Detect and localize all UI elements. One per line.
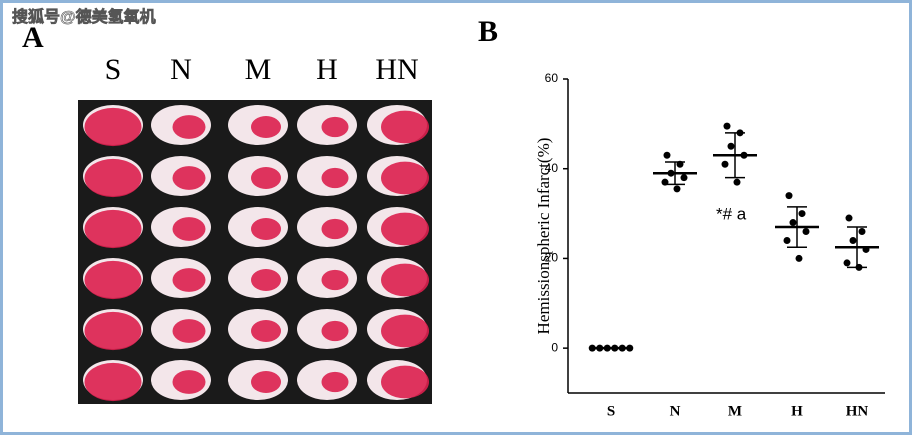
slice-infarct-free [84, 362, 142, 402]
slice-infarct-free [321, 167, 349, 189]
data-point [845, 214, 853, 222]
slice-infarct-free [172, 115, 206, 139]
y-tick-label: 0 [551, 340, 558, 354]
column-label: N [170, 53, 192, 86]
column-label: H [316, 53, 338, 86]
slice-infarct-free [84, 260, 142, 300]
x-tick-label: S [607, 403, 615, 419]
data-point [723, 122, 731, 130]
data-point [795, 254, 803, 262]
slice-infarct-free [172, 370, 206, 394]
slice-infarct-free [381, 314, 429, 348]
brain-slices [83, 105, 429, 402]
data-point [802, 228, 810, 236]
slice-infarct-free [84, 107, 142, 147]
data-point [727, 142, 735, 150]
data-point [733, 178, 741, 186]
slice-infarct-free [251, 320, 281, 342]
column-label: HN [375, 53, 418, 86]
slice-infarct-free [251, 371, 281, 393]
column-label: M [245, 53, 272, 86]
watermark: 搜狐号@德美氢氧机 [12, 7, 156, 26]
slice-infarct-free [381, 110, 429, 144]
data-point [798, 210, 806, 218]
slice-infarct-free [381, 365, 429, 399]
data-point [680, 174, 688, 182]
slice-infarct-free [172, 217, 206, 241]
slice-infarct-free [381, 263, 429, 297]
x-tick-label: HN [846, 403, 869, 419]
data-point [783, 236, 791, 244]
y-tick-label: 20 [545, 251, 559, 265]
x-tick-label: M [728, 403, 742, 419]
data-point [721, 160, 729, 168]
slice-infarct-free [251, 218, 281, 240]
data-point [849, 236, 857, 244]
x-tick-label: N [670, 403, 681, 419]
slice-infarct-free [172, 268, 206, 292]
slice-infarct-free [172, 319, 206, 343]
panel-label: A [22, 21, 44, 54]
slice-infarct-free [321, 116, 349, 138]
y-axis-label: Hemissionspheric Infarct(%) [534, 138, 553, 335]
data-point [858, 228, 866, 236]
photo-panel [78, 100, 432, 404]
slice-infarct-free [381, 161, 429, 195]
slice-infarct-free [84, 311, 142, 351]
data-point [673, 185, 681, 193]
slice-infarct-free [251, 269, 281, 291]
slice-infarct-free [172, 166, 206, 190]
slice-infarct-free [321, 320, 349, 342]
slice-infarct-free [84, 209, 142, 249]
slice-infarct-free [251, 116, 281, 138]
slice-infarct-free [321, 269, 349, 291]
data-point [663, 151, 671, 159]
x-tick-label: H [791, 403, 803, 419]
panel-label: B [478, 15, 498, 48]
y-tick-label: 60 [545, 71, 559, 85]
column-label: S [105, 53, 122, 86]
annotation: *# a [716, 204, 747, 223]
data-point [785, 192, 793, 200]
data-point [843, 259, 851, 267]
slice-infarct-free [251, 167, 281, 189]
data-point [789, 219, 797, 227]
slice-infarct-free [321, 371, 349, 393]
slice-infarct-free [381, 212, 429, 246]
slice-infarct-free [84, 158, 142, 198]
y-tick-label: 40 [545, 161, 559, 175]
slice-infarct-free [321, 218, 349, 240]
